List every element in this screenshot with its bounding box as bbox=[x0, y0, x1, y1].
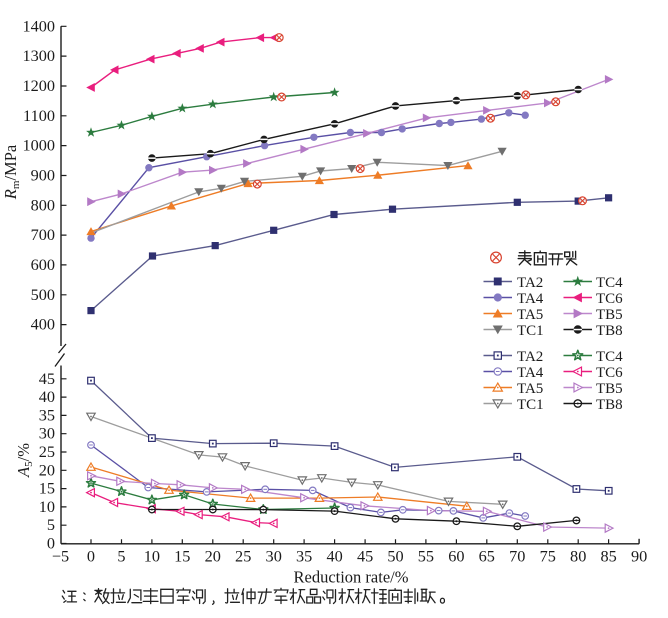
svg-text:10: 10 bbox=[144, 547, 160, 566]
svg-text:TA4: TA4 bbox=[517, 291, 544, 307]
svg-text:1200: 1200 bbox=[22, 76, 55, 95]
svg-text:30: 30 bbox=[266, 547, 282, 566]
svg-text:35: 35 bbox=[39, 405, 55, 424]
svg-text:65: 65 bbox=[479, 547, 495, 566]
svg-text:1400: 1400 bbox=[22, 16, 55, 35]
svg-text:1000: 1000 bbox=[22, 136, 55, 155]
svg-text:400: 400 bbox=[31, 315, 55, 334]
svg-text:5: 5 bbox=[47, 515, 55, 534]
svg-text:85: 85 bbox=[600, 547, 616, 566]
svg-text:0: 0 bbox=[87, 547, 95, 566]
svg-text:90: 90 bbox=[631, 547, 647, 566]
svg-text:40: 40 bbox=[326, 547, 342, 566]
svg-text:TC6: TC6 bbox=[596, 365, 623, 381]
svg-text:TA2: TA2 bbox=[517, 349, 543, 365]
svg-text:TB8: TB8 bbox=[596, 323, 623, 339]
svg-text:40: 40 bbox=[39, 387, 55, 406]
svg-text:−5: −5 bbox=[52, 547, 69, 566]
svg-text:700: 700 bbox=[31, 225, 55, 244]
svg-text:70: 70 bbox=[509, 547, 525, 566]
svg-text:TA5: TA5 bbox=[517, 381, 543, 397]
svg-text:30: 30 bbox=[39, 424, 55, 443]
svg-text:900: 900 bbox=[31, 166, 55, 185]
svg-text:80: 80 bbox=[570, 547, 586, 566]
svg-text:Rm/MPa: Rm/MPa bbox=[1, 144, 22, 200]
svg-text:25: 25 bbox=[39, 442, 55, 461]
svg-text:60: 60 bbox=[448, 547, 464, 566]
svg-text:20: 20 bbox=[39, 460, 55, 479]
svg-text:20: 20 bbox=[205, 547, 221, 566]
svg-text:TA2: TA2 bbox=[517, 275, 543, 291]
svg-text:1100: 1100 bbox=[23, 106, 55, 125]
svg-text:TA5: TA5 bbox=[517, 307, 543, 323]
svg-text:TC1: TC1 bbox=[517, 323, 544, 339]
svg-text:75: 75 bbox=[540, 547, 556, 566]
svg-text:TC4: TC4 bbox=[596, 349, 623, 365]
svg-text:25: 25 bbox=[235, 547, 251, 566]
svg-text:Reduction rate/%: Reduction rate/% bbox=[293, 568, 408, 587]
svg-text:A5/%: A5/% bbox=[14, 443, 35, 478]
svg-text:35: 35 bbox=[296, 547, 312, 566]
svg-text:5: 5 bbox=[117, 547, 125, 566]
svg-text:TC4: TC4 bbox=[596, 275, 623, 291]
svg-text:500: 500 bbox=[31, 285, 55, 304]
svg-text:45: 45 bbox=[357, 547, 373, 566]
svg-text:TC6: TC6 bbox=[596, 291, 623, 307]
svg-text:TB8: TB8 bbox=[596, 397, 623, 413]
svg-text:50: 50 bbox=[387, 547, 403, 566]
svg-text:55: 55 bbox=[418, 547, 434, 566]
svg-text:TC1: TC1 bbox=[517, 397, 544, 413]
svg-text:1300: 1300 bbox=[22, 46, 55, 65]
svg-text:0: 0 bbox=[47, 534, 55, 553]
svg-text:800: 800 bbox=[31, 195, 55, 214]
svg-text:15: 15 bbox=[174, 547, 190, 566]
svg-text:45: 45 bbox=[39, 369, 55, 388]
svg-text:TA4: TA4 bbox=[517, 365, 544, 381]
svg-text:TB5: TB5 bbox=[596, 381, 623, 397]
svg-text:TB5: TB5 bbox=[596, 307, 623, 323]
svg-text:10: 10 bbox=[39, 497, 55, 516]
svg-text:15: 15 bbox=[39, 479, 55, 498]
svg-text:600: 600 bbox=[31, 255, 55, 274]
